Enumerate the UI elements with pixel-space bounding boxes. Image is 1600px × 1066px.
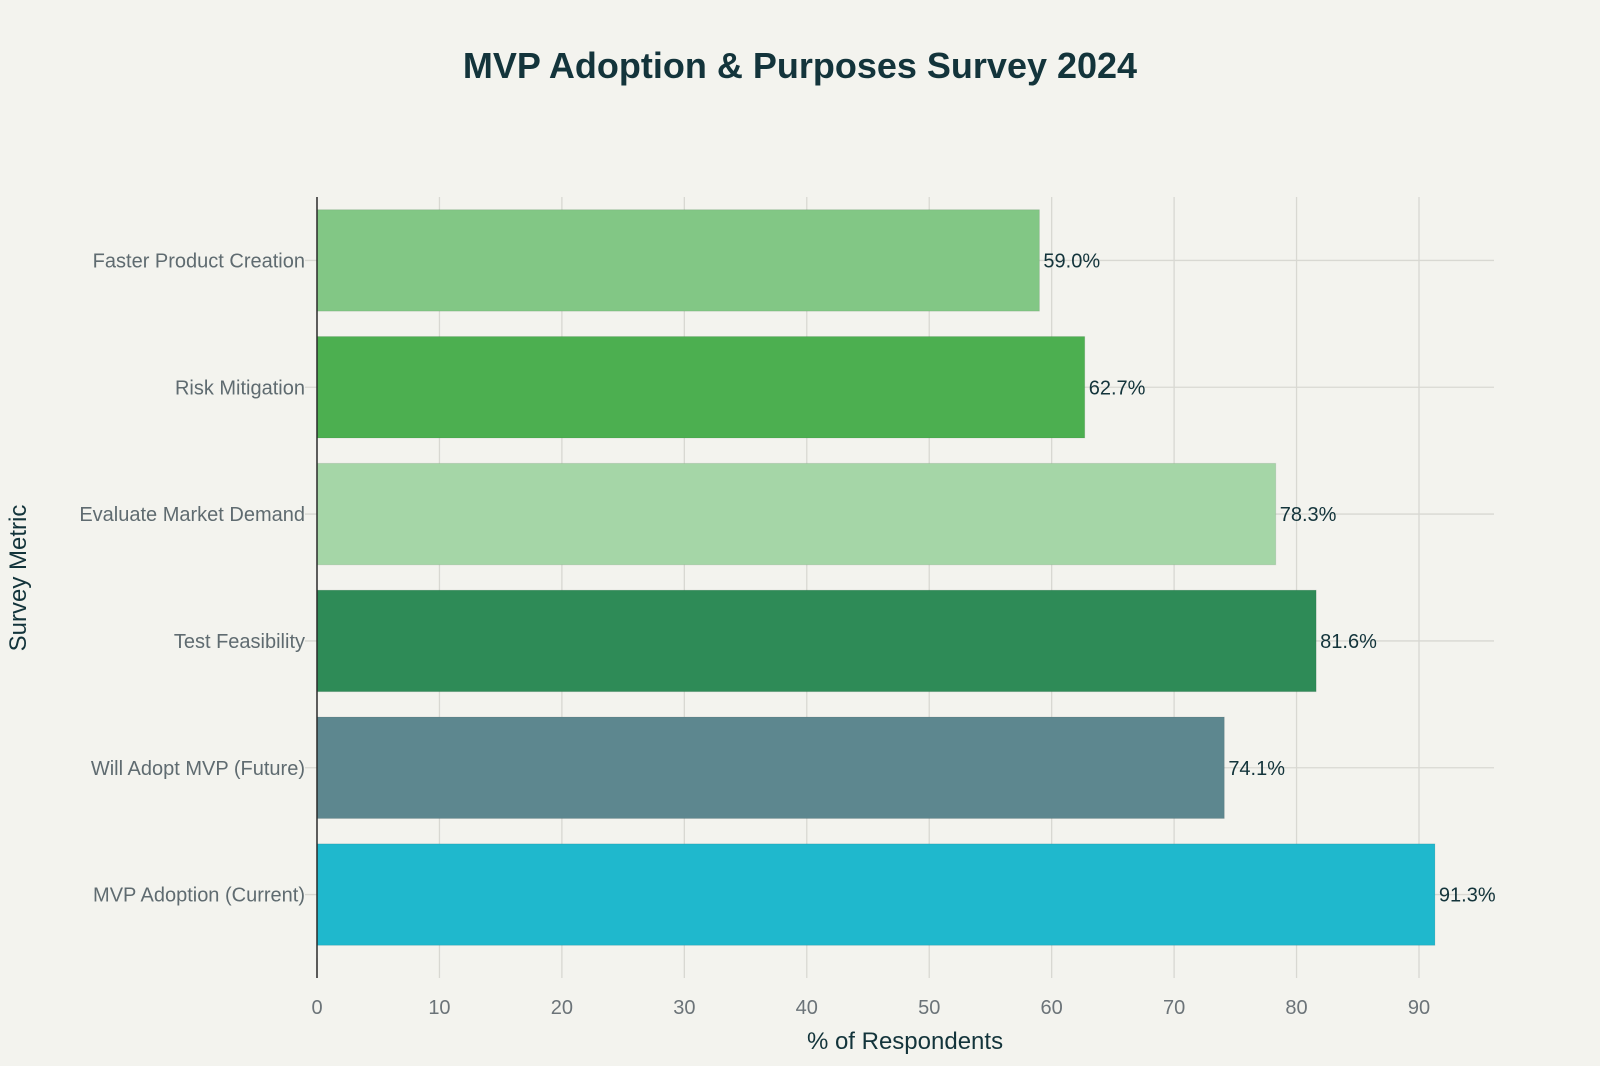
y-axis-ticks: Faster Product Creation Risk Mitigation Ev…	[79, 250, 305, 906]
bar-data-label: 62.7%	[1089, 377, 1146, 399]
y-tick-label: Risk Mitigation	[175, 377, 305, 399]
y-tick-label: Will Adopt MVP (Future)	[91, 758, 305, 780]
x-tick-label: 20	[551, 997, 573, 1019]
y-tick-label: Faster Product Creation	[93, 250, 305, 272]
x-axis-title: % of Respondents	[807, 1028, 1003, 1055]
x-tick-label: 50	[918, 997, 940, 1019]
bar	[316, 589, 1317, 693]
bar	[316, 209, 1040, 312]
data-labels: 59.0% 62.7% 78.3% 81.6% 74.1% 91.3%	[1043, 250, 1495, 906]
y-tick-label: Test Feasibility	[174, 631, 305, 653]
bar	[316, 716, 1225, 819]
bar-data-label: 74.1%	[1228, 758, 1285, 780]
x-tick-label: 0	[311, 997, 322, 1019]
x-tick-label: 40	[796, 997, 818, 1019]
x-tick-label: 80	[1285, 997, 1307, 1019]
y-tick-label: Evaluate Market Demand	[79, 504, 305, 526]
x-axis-ticks: 0 10 20 30 40 50 60 70 80 90	[311, 997, 1430, 1019]
y-axis-title: Survey Metric	[5, 505, 32, 652]
x-tick-label: 10	[428, 997, 450, 1019]
x-tick-label: 90	[1408, 997, 1430, 1019]
x-tick-label: 60	[1041, 997, 1063, 1019]
y-tick-label: MVP Adoption (Current)	[93, 885, 305, 907]
bar	[316, 336, 1086, 439]
bar-data-label: 78.3%	[1280, 504, 1337, 526]
bars	[316, 209, 1436, 946]
x-tick-label: 30	[673, 997, 695, 1019]
bar-data-label: 59.0%	[1043, 250, 1100, 272]
x-tick-label: 70	[1163, 997, 1185, 1019]
bar-data-label: 81.6%	[1320, 631, 1377, 653]
chart-title: MVP Adoption & Purposes Survey 2024	[463, 45, 1137, 86]
bar	[316, 462, 1277, 566]
bar-data-label: 91.3%	[1439, 885, 1496, 907]
bar	[316, 843, 1436, 946]
